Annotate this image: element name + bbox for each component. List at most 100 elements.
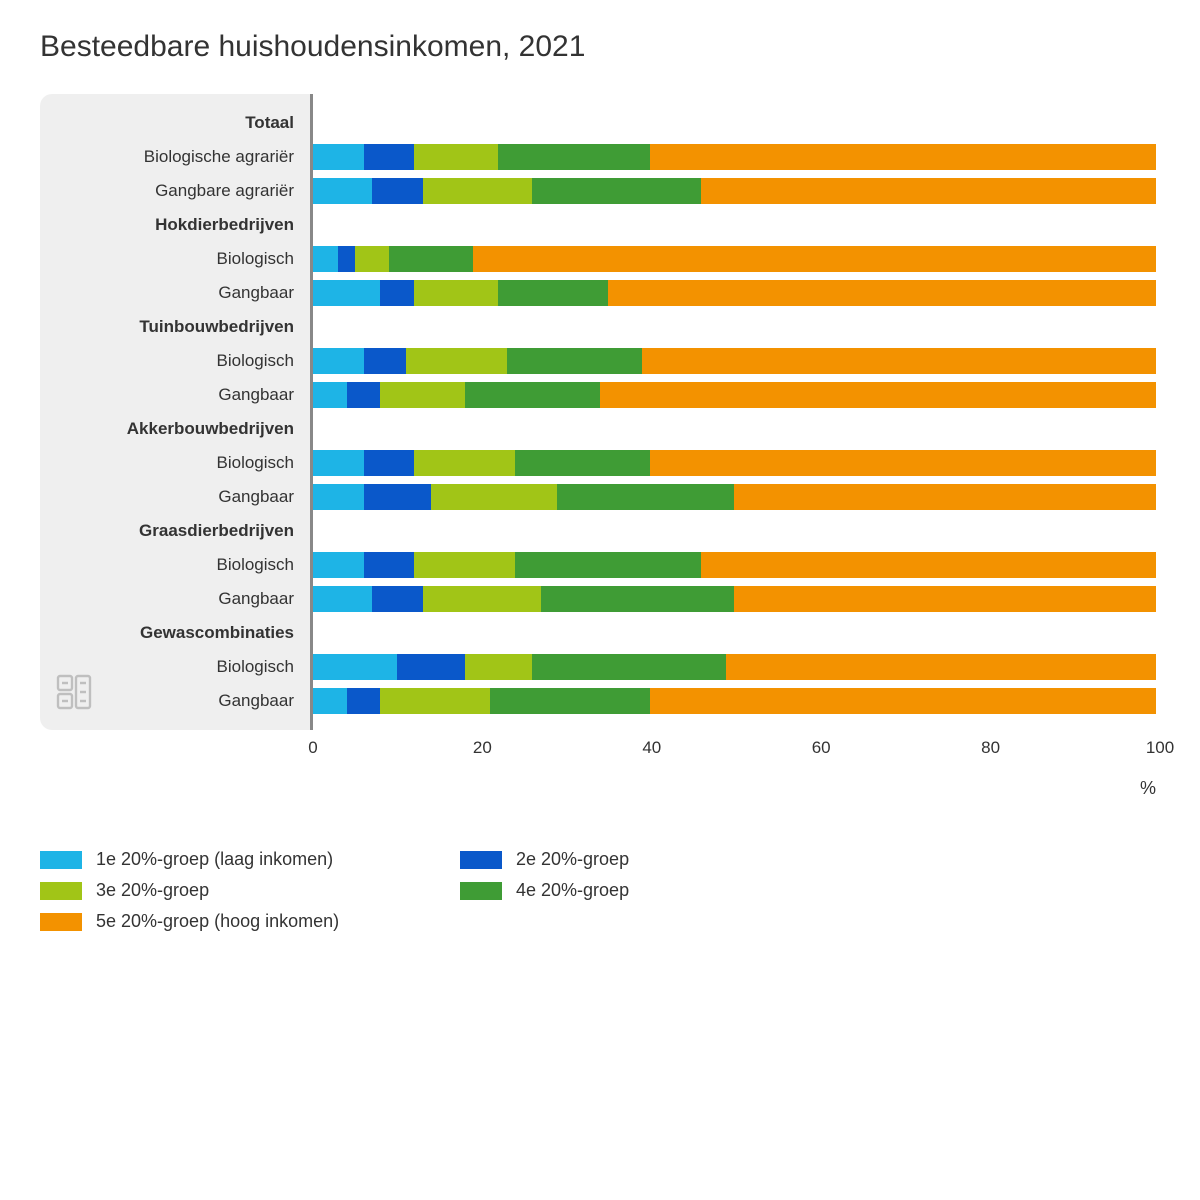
bar-segment <box>726 654 1156 680</box>
x-axis-tick: 60 <box>812 738 831 758</box>
bar-segment <box>423 586 541 612</box>
legend-label: 2e 20%-groep <box>516 849 629 870</box>
stacked-bar <box>313 654 1156 680</box>
bar-segment <box>347 688 381 714</box>
bar-segment <box>313 246 338 272</box>
bar-segment <box>364 450 415 476</box>
bar-row <box>313 344 1160 378</box>
bar-row <box>313 174 1160 208</box>
bar-segment <box>515 450 650 476</box>
stacked-bar <box>313 144 1156 170</box>
category-label: Biologisch <box>40 344 310 378</box>
group-header-label: Totaal <box>40 106 310 140</box>
bar-segment <box>380 280 414 306</box>
category-label: Biologisch <box>40 446 310 480</box>
stacked-bar <box>313 178 1156 204</box>
bar-plot-column <box>310 94 1160 730</box>
x-axis: 020406080100 <box>310 730 1160 758</box>
bar-row <box>313 446 1160 480</box>
legend-item: 4e 20%-groep <box>460 880 880 901</box>
x-axis-tick: 80 <box>981 738 1000 758</box>
bar-segment <box>372 178 423 204</box>
bar-segment <box>347 382 381 408</box>
group-header-label: Gewascombinaties <box>40 616 310 650</box>
bar-segment <box>372 586 423 612</box>
bar-segment <box>364 348 406 374</box>
bar-segment <box>532 654 726 680</box>
bar-row <box>313 548 1160 582</box>
bar-segment <box>313 178 372 204</box>
category-label: Gangbaar <box>40 378 310 412</box>
legend-label: 4e 20%-groep <box>516 880 629 901</box>
bar-segment <box>642 348 1156 374</box>
bar-segment <box>338 246 355 272</box>
group-header-label: Graasdierbedrijven <box>40 514 310 548</box>
legend-swatch <box>460 851 502 869</box>
bar-segment <box>414 144 498 170</box>
x-axis-tick: 0 <box>308 738 317 758</box>
chart-title: Besteedbare huishoudensinkomen, 2021 <box>40 30 1160 64</box>
bar-row <box>313 582 1160 616</box>
bar-row <box>313 208 1160 242</box>
chart-area: TotaalBiologische agrariërGangbare agrar… <box>40 94 1160 730</box>
legend-swatch <box>40 851 82 869</box>
bar-segment <box>313 654 397 680</box>
x-axis-tick: 100 <box>1146 738 1174 758</box>
legend-label: 3e 20%-groep <box>96 880 209 901</box>
bar-row <box>313 480 1160 514</box>
bar-segment <box>557 484 734 510</box>
category-label: Biologisch <box>40 548 310 582</box>
stacked-bar <box>313 586 1156 612</box>
bar-segment <box>355 246 389 272</box>
bar-row <box>313 106 1160 140</box>
bar-segment <box>734 586 1156 612</box>
bar-segment <box>364 144 415 170</box>
bar-segment <box>313 552 364 578</box>
bar-segment <box>541 586 735 612</box>
stacked-bar <box>313 280 1156 306</box>
bar-segment <box>650 450 1156 476</box>
bar-segment <box>650 688 1156 714</box>
bar-row <box>313 242 1160 276</box>
bar-segment <box>414 450 515 476</box>
bar-row <box>313 616 1160 650</box>
bar-segment <box>507 348 642 374</box>
legend-item: 5e 20%-groep (hoog inkomen) <box>40 911 460 932</box>
bar-row <box>313 514 1160 548</box>
bar-segment <box>313 348 364 374</box>
bar-segment <box>608 280 1156 306</box>
bar-row <box>313 310 1160 344</box>
stacked-bar <box>313 484 1156 510</box>
bar-segment <box>313 280 380 306</box>
bar-segment <box>734 484 1156 510</box>
bar-segment <box>313 688 347 714</box>
bar-row <box>313 684 1160 718</box>
category-label: Biologische agrariër <box>40 140 310 174</box>
bar-segment <box>701 552 1156 578</box>
bar-segment <box>313 586 372 612</box>
bar-segment <box>364 552 415 578</box>
x-axis-tick: 40 <box>642 738 661 758</box>
bar-segment <box>423 178 533 204</box>
cbs-logo-icon <box>54 672 94 712</box>
bar-segment <box>465 654 532 680</box>
group-header-label: Hokdierbedrijven <box>40 208 310 242</box>
bar-segment <box>650 144 1156 170</box>
legend-swatch <box>40 882 82 900</box>
bar-segment <box>389 246 473 272</box>
x-axis-tick: 20 <box>473 738 492 758</box>
stacked-bar <box>313 382 1156 408</box>
bar-segment <box>313 484 364 510</box>
bar-row <box>313 276 1160 310</box>
legend-label: 5e 20%-groep (hoog inkomen) <box>96 911 339 932</box>
stacked-bar <box>313 552 1156 578</box>
bar-segment <box>600 382 1156 408</box>
legend-label: 1e 20%-groep (laag inkomen) <box>96 849 333 870</box>
category-label: Gangbare agrariër <box>40 174 310 208</box>
bar-segment <box>406 348 507 374</box>
category-label: Gangbaar <box>40 480 310 514</box>
bar-segment <box>313 144 364 170</box>
x-axis-unit: % <box>40 778 1156 799</box>
bar-segment <box>414 280 498 306</box>
bar-row <box>313 412 1160 446</box>
